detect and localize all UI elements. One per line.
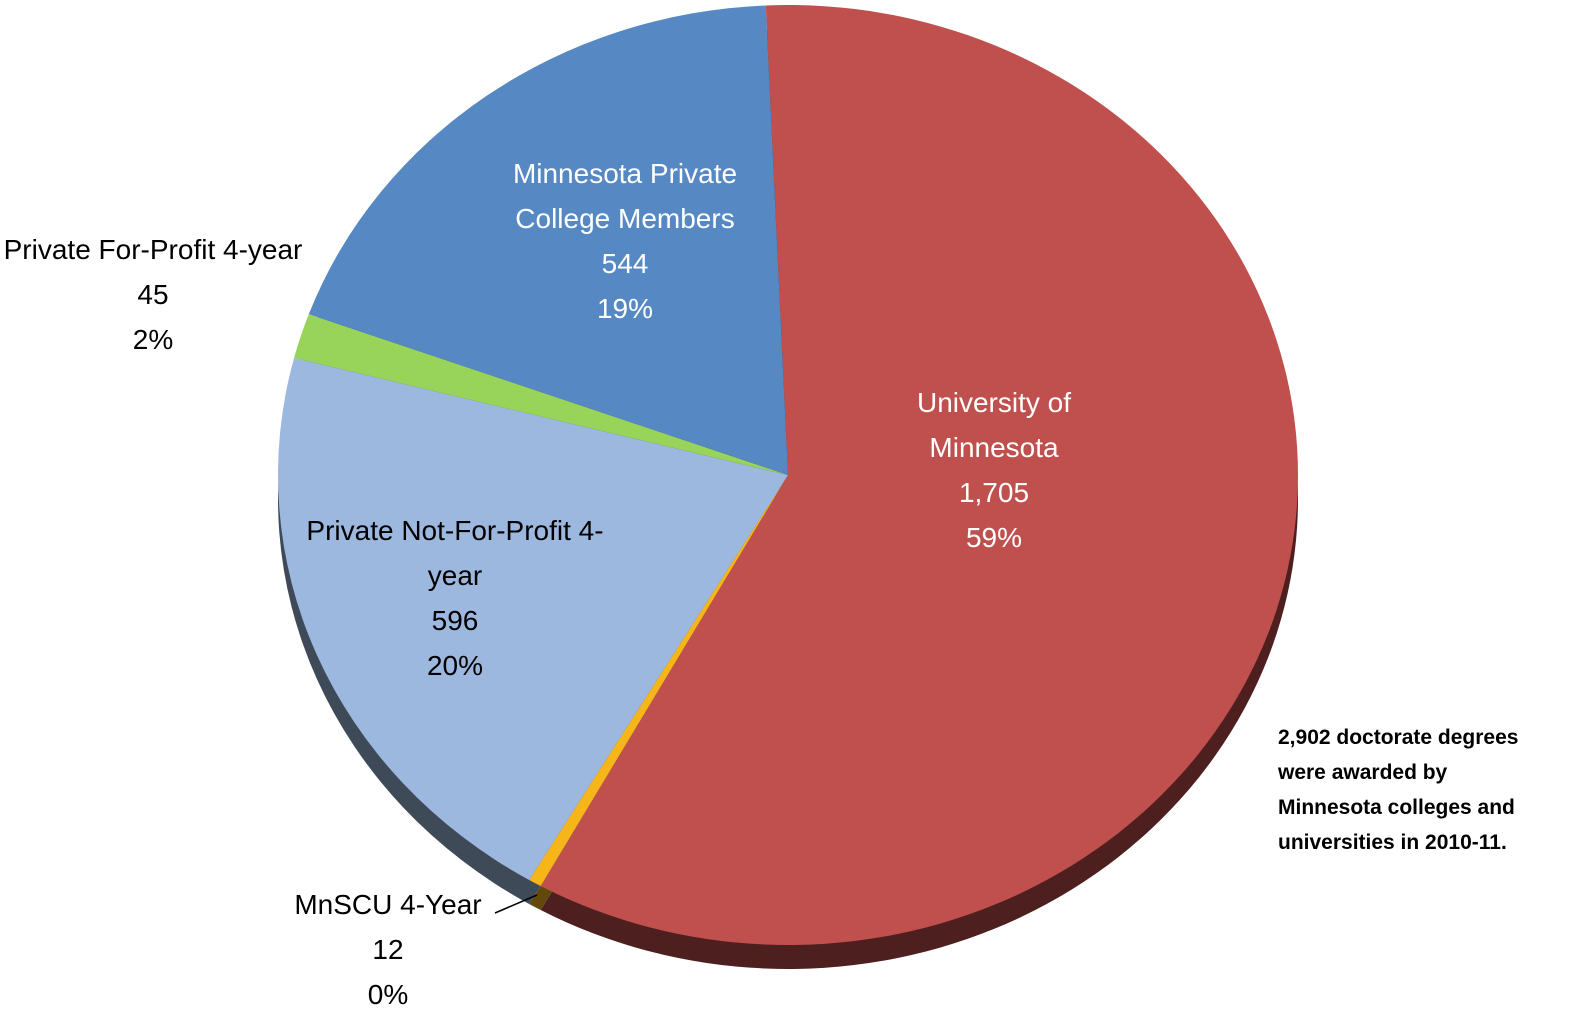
value-label: 1,705 (958, 477, 1030, 508)
percent-label: 59% (965, 522, 1023, 553)
value-label: 12 (372, 934, 404, 965)
value-label: 544 (601, 248, 649, 279)
annotation-line: 2,902 doctorate degrees (1278, 726, 1519, 749)
slice (540, 4, 1299, 946)
annotation: 2,902 doctorate degrees were awarded by Mi… (1278, 720, 1518, 860)
data-label: Private For-Profit 4-year 45 2% (3, 227, 303, 362)
percent-label: 19% (596, 293, 654, 324)
annotation-line: Minnesota colleges and (1278, 796, 1515, 819)
data-label: University of Minnesota 1,705 59% (854, 380, 1134, 560)
category-label: Minnesota Private College Members (512, 158, 738, 234)
category-label: MnSCU 4-Year (294, 889, 482, 920)
data-label: Minnesota Private College Members 544 19% (475, 151, 775, 331)
percent-label: 2% (132, 324, 174, 355)
value-label: 596 (431, 605, 479, 636)
leader-line (494, 894, 538, 914)
percent-label: 0% (367, 979, 409, 1010)
category-label: Private Not-For-Profit 4-year (306, 515, 604, 591)
annotation-line: were awarded by (1278, 761, 1448, 784)
value-label: 45 (137, 279, 169, 310)
category-label: Private For-Profit 4-year (3, 234, 303, 265)
slice (277, 357, 788, 880)
slice (308, 5, 788, 476)
pie (277, 4, 1299, 946)
slice (529, 475, 788, 887)
slice (294, 314, 788, 475)
category-label: University of Minnesota (916, 387, 1072, 463)
percent-label: 20% (426, 650, 484, 681)
data-label: Private Not-For-Profit 4-year 596 20% (285, 508, 625, 688)
data-label: MnSCU 4-Year 12 0% (258, 882, 518, 1017)
annotation-line: universities in 2010-11. (1278, 831, 1507, 854)
